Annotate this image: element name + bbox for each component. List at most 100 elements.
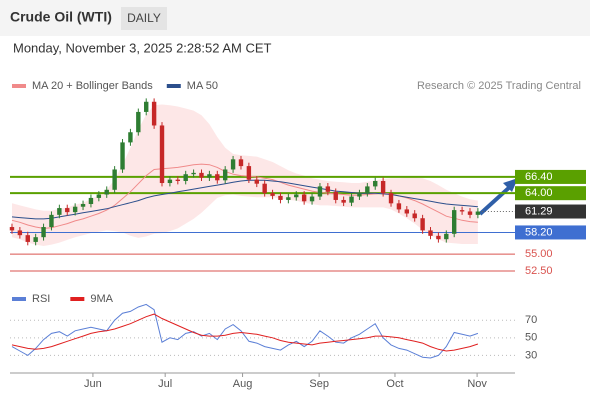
legend-label: MA 20 + Bollinger Bands (32, 80, 153, 92)
candle-body (159, 125, 165, 184)
candle-body (41, 227, 46, 238)
candle-body (25, 235, 30, 242)
candle-body (151, 101, 157, 126)
candle-body (215, 174, 220, 181)
candle-body (191, 172, 196, 175)
level-badge (515, 204, 586, 219)
candle-body (167, 179, 173, 184)
level-label: 64.00 (525, 187, 553, 199)
candle-body (246, 166, 252, 180)
level-label: 55.00 (525, 248, 553, 260)
legend-swatch (166, 84, 181, 88)
level-badge (515, 169, 586, 184)
x-tick-label: Sep (309, 378, 329, 390)
candle-body (451, 210, 457, 234)
level-label: 58.20 (525, 226, 553, 238)
candle-body (317, 186, 323, 197)
bollinger-band (12, 104, 478, 246)
candle-body (404, 209, 410, 214)
candle-body (57, 208, 62, 215)
candle-body (475, 211, 481, 215)
candle-body (459, 210, 465, 212)
level-label: 61.29 (525, 205, 553, 217)
candle-body (436, 235, 441, 240)
candle-body (365, 186, 370, 194)
candle-body (49, 214, 54, 228)
x-tick-label: Aug (233, 378, 253, 390)
x-tick-label: Nov (467, 378, 487, 390)
header-bar (0, 0, 590, 36)
candle-body (333, 191, 338, 200)
legend-swatch (12, 84, 26, 88)
candle-body (9, 227, 15, 231)
candle-body (380, 180, 386, 194)
candle-body (341, 199, 346, 203)
candle-body (88, 197, 94, 205)
candle-body (309, 196, 315, 202)
candle-body (65, 208, 70, 213)
moving-average (11, 179, 478, 220)
candle-body (72, 206, 78, 213)
credit: Research © 2025 Trading Central (417, 80, 581, 92)
legend-swatch (70, 297, 85, 301)
instrument-title: Crude Oil (WTI) (10, 9, 112, 25)
candle-body (144, 101, 149, 112)
candle-body (412, 213, 417, 219)
candle-body (396, 203, 402, 210)
candle-body (270, 193, 275, 196)
candle-body (325, 186, 331, 192)
y-tick-label: 70 (525, 314, 537, 326)
candle-body (207, 174, 212, 178)
legend-swatch (12, 297, 26, 301)
candle-body (104, 189, 109, 195)
candle-body (175, 179, 181, 181)
trend-arrow-head (503, 178, 518, 192)
candle-body (278, 195, 283, 200)
candle-body (80, 204, 86, 207)
candle-body (349, 196, 354, 203)
candle-body (420, 218, 425, 231)
candle-body (301, 194, 307, 202)
candle-body (120, 142, 125, 170)
candle-body (238, 159, 244, 167)
candle-body (254, 179, 259, 184)
level-badge (515, 225, 586, 240)
candle-body (112, 169, 117, 190)
indicator-line (11, 313, 479, 352)
candle-body (230, 159, 236, 170)
candle-body (294, 194, 299, 198)
candle-body (286, 197, 291, 200)
level-label: 66.40 (525, 171, 553, 183)
candle-body (17, 230, 23, 236)
indicator-line (11, 303, 479, 359)
candle-body (183, 174, 188, 181)
x-tick-label: Jun (84, 378, 102, 390)
candle-body (467, 211, 473, 215)
x-tick-label: Oct (386, 378, 403, 390)
y-tick-label: 50 (525, 332, 537, 344)
candle-body (96, 194, 102, 198)
candle-body (388, 193, 394, 204)
candle-body (357, 193, 362, 197)
level-label: 52.50 (525, 265, 553, 277)
candle-body (199, 172, 204, 178)
legend-label: 9MA (90, 293, 113, 305)
y-tick-label: 30 (525, 349, 537, 361)
candle-body (428, 230, 433, 236)
level-badge (515, 186, 586, 201)
period-badge[interactable] (121, 7, 167, 30)
candle-body (33, 237, 38, 242)
trend-arrow (478, 183, 514, 216)
candle-body (262, 183, 267, 194)
candle-body (136, 111, 141, 133)
x-tick-label: Jul (158, 378, 172, 390)
candle-body (444, 233, 449, 240)
legend-label: RSI (32, 293, 50, 305)
candle-body (128, 132, 133, 143)
legend-label: MA 50 (187, 80, 218, 92)
candle-body (373, 180, 378, 187)
period-label[interactable]: DAILY (127, 11, 161, 25)
timestamp: Monday, November 3, 2025 2:28:52 AM CET (13, 40, 272, 55)
